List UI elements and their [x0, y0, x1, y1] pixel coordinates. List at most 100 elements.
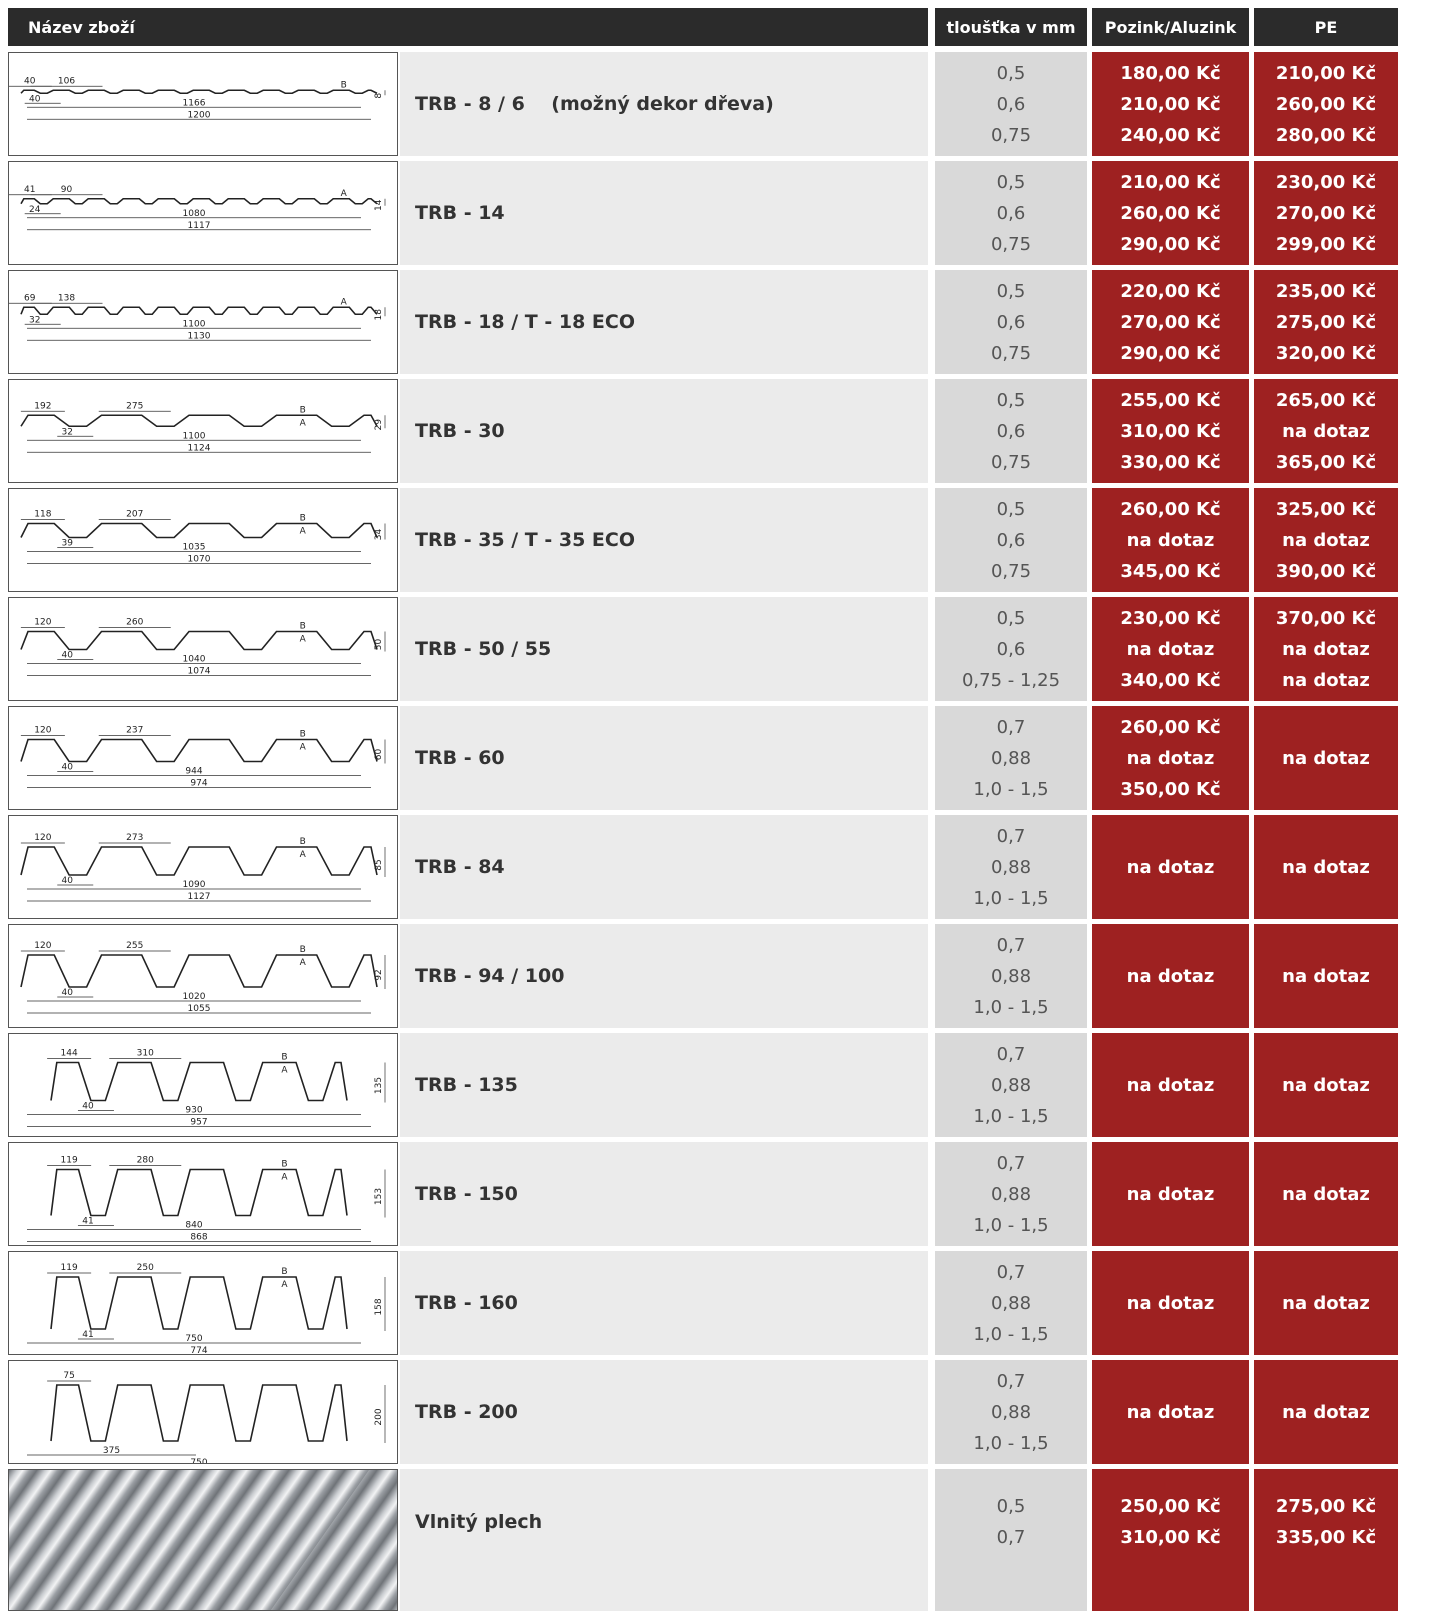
pozink-price: 255,00 Kč: [1120, 385, 1220, 416]
thickness: 0,5: [997, 276, 1026, 307]
profile-letter: A: [300, 850, 307, 860]
pe-price: 370,00 Kč: [1276, 603, 1376, 634]
dimension-label: 1130: [188, 331, 211, 341]
thickness: 0,88: [991, 1070, 1031, 1101]
thickness: 0,7: [997, 1522, 1026, 1553]
pe-price: 390,00 Kč: [1276, 556, 1376, 587]
thickness-cell: 0,70,881,0 - 1,5: [935, 1360, 1087, 1464]
thickness: 0,7: [997, 712, 1026, 743]
pe-price: 265,00 Kč: [1276, 385, 1376, 416]
dimension-label: 1100: [183, 319, 206, 329]
pozink-price: 250,00 Kč: [1120, 1491, 1220, 1522]
dimension-label: 750: [185, 1334, 202, 1344]
thickness: 1,0 - 1,5: [973, 774, 1048, 805]
dimension-label: 1166: [183, 98, 206, 108]
pe-price: 325,00 Kč: [1276, 494, 1376, 525]
drawing: 1202554010201055BA92: [9, 925, 397, 1027]
pozink-price: 290,00 Kč: [1120, 229, 1220, 260]
profile-drawing: [8, 1469, 398, 1611]
pe-price: 230,00 Kč: [1276, 167, 1376, 198]
dimension-label: 40: [62, 651, 74, 661]
pozink-price-cell: na dotaz: [1092, 1142, 1249, 1246]
thickness-cell: 0,50,60,75 - 1,25: [935, 597, 1087, 701]
dimension-label: 1040: [183, 655, 206, 665]
product-name: TRB - 8 / 6 (možný dekor dřeva): [400, 52, 928, 156]
height-label: 34: [374, 529, 384, 541]
dimension-label: 32: [62, 427, 73, 437]
pe-price: na dotaz: [1282, 961, 1370, 992]
pe-price: 260,00 Kč: [1276, 89, 1376, 120]
height-label: 135: [374, 1077, 384, 1094]
dimension-label: 1100: [183, 431, 206, 441]
thickness: 0,7: [997, 1148, 1026, 1179]
dimension-label: 119: [61, 1156, 78, 1166]
pozink-price: 260,00 Kč: [1120, 712, 1220, 743]
thickness: 0,6: [997, 634, 1026, 665]
header-name: Název zboží: [8, 8, 928, 46]
thickness: 0,75: [991, 229, 1031, 260]
pozink-price: 345,00 Kč: [1120, 556, 1220, 587]
thickness: 0,88: [991, 1397, 1031, 1428]
profile-drawing: 11925041750774BA158: [8, 1251, 398, 1355]
pozink-price: na dotaz: [1127, 743, 1215, 774]
pe-price-cell: na dotaz: [1254, 1033, 1398, 1137]
pe-price-cell: na dotaz: [1254, 1360, 1398, 1464]
thickness: 0,88: [991, 1179, 1031, 1210]
pozink-price: 210,00 Kč: [1120, 89, 1220, 120]
height-label: 92: [374, 969, 384, 980]
product-name: TRB - 160: [400, 1251, 928, 1355]
profile-letter: A: [341, 189, 348, 199]
thickness: 0,5: [997, 603, 1026, 634]
dimension-label: 40: [62, 988, 74, 998]
thickness: 0,88: [991, 852, 1031, 883]
profile-letter: A: [281, 1280, 288, 1290]
dimension-label: 250: [137, 1263, 154, 1273]
height-label: 153: [374, 1188, 384, 1205]
thickness: 0,88: [991, 743, 1031, 774]
dimension-label: 40: [29, 94, 41, 104]
dimension-label: 840: [185, 1221, 202, 1231]
dimension-label: 930: [185, 1106, 202, 1116]
dimension-label: 1020: [183, 992, 206, 1002]
pe-price: 280,00 Kč: [1276, 120, 1376, 151]
dimension-label: 750: [190, 1458, 207, 1463]
product-name: TRB - 150: [400, 1142, 928, 1246]
thickness: 0,75: [991, 556, 1031, 587]
pozink-price: 330,00 Kč: [1120, 447, 1220, 478]
dimension-label: 69: [24, 293, 36, 303]
pozink-price: 220,00 Kč: [1120, 276, 1220, 307]
profile-letter: B: [281, 1267, 287, 1277]
profile-line: [21, 307, 377, 314]
dimension-label: 957: [190, 1118, 207, 1128]
height-label: 8: [374, 93, 384, 99]
dimension-label: 868: [190, 1233, 207, 1243]
profile-letter: B: [300, 837, 306, 847]
dimension-label: 138: [58, 293, 75, 303]
pozink-price: 180,00 Kč: [1120, 58, 1220, 89]
dimension-label: 32: [29, 315, 40, 325]
pozink-price: 340,00 Kč: [1120, 665, 1220, 696]
dimension-label: 40: [24, 76, 36, 86]
dimension-label: 192: [34, 401, 51, 411]
pe-price-cell: na dotaz: [1254, 924, 1398, 1028]
profile-line: [21, 524, 377, 538]
dimension-label: 280: [137, 1156, 154, 1166]
dimension-label: 118: [34, 510, 51, 520]
height-label: 29: [374, 419, 384, 431]
product-name: TRB - 14: [400, 161, 928, 265]
thickness: 1,0 - 1,5: [973, 992, 1048, 1023]
dimension-label: 1090: [183, 880, 206, 890]
dimension-label: 40: [82, 1102, 94, 1112]
